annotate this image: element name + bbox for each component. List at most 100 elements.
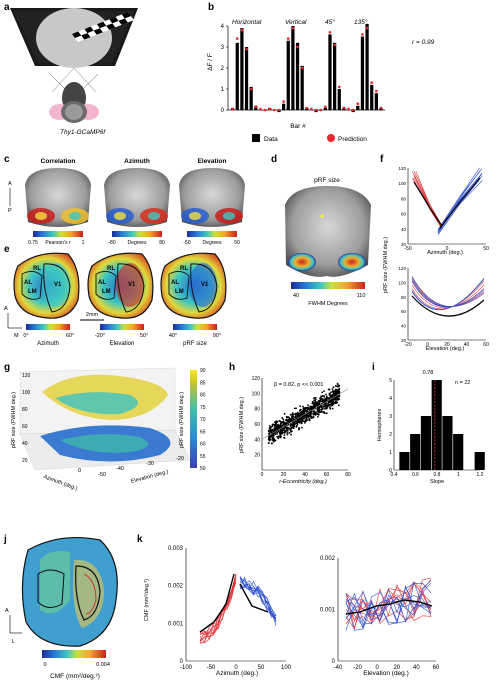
- b-prediction-point: [315, 109, 318, 112]
- h-point: [278, 425, 280, 427]
- b-data-bar: [328, 34, 331, 110]
- h-point: [338, 388, 340, 390]
- k-left-ytick-label: 0.001: [168, 621, 184, 627]
- g-cbar-tick: 70: [200, 417, 206, 423]
- b-prediction-point: [380, 107, 383, 110]
- h-point: [317, 408, 319, 410]
- i-n-text: n = 22: [455, 380, 470, 386]
- h-xlabel: r-Eccentricity (deg.): [279, 479, 327, 485]
- b-data-bar: [236, 43, 239, 110]
- h-point: [286, 419, 288, 421]
- h-point: [284, 429, 286, 431]
- h-point: [290, 434, 292, 436]
- h-point: [314, 410, 316, 412]
- d-cbar-label: FWHM Degrees: [308, 301, 348, 307]
- h-point: [330, 391, 332, 393]
- h-point: [338, 404, 340, 406]
- h-point: [299, 418, 301, 420]
- h-point: [327, 397, 329, 399]
- h-point: [308, 416, 310, 418]
- e-area-lm: LM: [28, 289, 37, 295]
- e-cbar-label: pRF size: [183, 341, 207, 347]
- h-point: [329, 408, 331, 410]
- h-point: [287, 434, 289, 436]
- b-prediction-point: [343, 107, 346, 110]
- b-prediction-point: [310, 108, 313, 111]
- b-data-bar: [240, 28, 243, 110]
- h-point: [317, 416, 319, 418]
- h-point: [314, 402, 316, 404]
- e-cbar-min: 40°: [169, 333, 177, 339]
- h-point: [288, 427, 290, 429]
- b-prediction-point: [296, 46, 299, 49]
- g-ylabel: Elevation (deg.): [130, 469, 169, 485]
- h-point: [335, 385, 337, 387]
- h-point: [276, 421, 278, 423]
- h-point: [325, 399, 327, 401]
- i-xtick-label: 0.6: [412, 472, 419, 478]
- g-cbar-tick: 85: [200, 380, 206, 386]
- g-zlabel: pRF size (FWHM deg.): [11, 392, 17, 448]
- h-point: [298, 413, 300, 415]
- e-area-v1: V1: [128, 282, 136, 288]
- b-prediction-point: [338, 86, 341, 89]
- k-right-ytick-label: 0.001: [320, 608, 336, 614]
- d-title: pRF size: [314, 177, 340, 184]
- h-point: [302, 406, 304, 408]
- b-data-bar: [370, 85, 373, 110]
- g-z-tick: 40: [22, 441, 28, 447]
- h-point: [290, 419, 292, 421]
- e-colorbar: [173, 324, 217, 330]
- h-point: [284, 434, 286, 436]
- h-point: [270, 429, 272, 431]
- h-point: [321, 396, 323, 398]
- h-point: [323, 412, 325, 414]
- g-cbar-tick: 75: [200, 405, 206, 411]
- h-ylabel: pRF size (FWHM deg.): [239, 397, 245, 453]
- h-point: [284, 423, 286, 425]
- e-axis-a: A: [4, 306, 8, 312]
- d-cbar-max: 110: [357, 293, 366, 299]
- h-point: [329, 394, 331, 396]
- h-point: [292, 415, 294, 417]
- b-prediction-point: [264, 109, 267, 112]
- b-prediction-point: [250, 88, 253, 91]
- i-hist-bar: [410, 434, 420, 470]
- e-cbar-label: Elevation: [110, 341, 135, 347]
- h-point: [303, 418, 305, 420]
- h-point: [331, 394, 333, 396]
- k-left-xlabel: Azimuth (deg.): [216, 670, 258, 677]
- j-axis-a: A: [5, 608, 9, 614]
- e-area-al: AL: [171, 280, 179, 286]
- i-xlabel: Slope: [430, 479, 444, 485]
- h-point: [331, 399, 333, 401]
- j-cbar-label: CMF (mm²/deg.²): [50, 673, 100, 680]
- h-xtick-label: 20: [281, 472, 287, 478]
- e-area-rl: RL: [180, 266, 188, 272]
- h-xtick-label: 40: [302, 472, 308, 478]
- h-point: [272, 438, 274, 440]
- h-point: [280, 435, 282, 437]
- k-line-blue: [240, 576, 276, 626]
- b-prediction-point: [333, 44, 336, 47]
- h-point: [307, 419, 309, 421]
- g-z-tick: 80: [22, 407, 28, 413]
- k-right-xtick-label: -20: [353, 665, 362, 671]
- h-point: [316, 404, 318, 406]
- h-point: [310, 417, 312, 419]
- k-line-blue: [240, 587, 276, 621]
- b-prediction-point: [241, 29, 244, 32]
- g-cbar-tick: 65: [200, 429, 206, 435]
- b-prediction-point: [361, 33, 364, 36]
- h-point: [294, 423, 296, 425]
- h-point: [306, 416, 308, 418]
- i-hist-bar: [453, 434, 463, 470]
- h-point: [279, 420, 281, 422]
- h-point: [293, 425, 295, 427]
- f-ytick-label: 80: [401, 295, 407, 300]
- i-hist-bar: [399, 452, 409, 470]
- panel-letter-b: b: [208, 2, 214, 13]
- b-data-bar: [282, 104, 285, 110]
- f-line-red: [414, 171, 442, 226]
